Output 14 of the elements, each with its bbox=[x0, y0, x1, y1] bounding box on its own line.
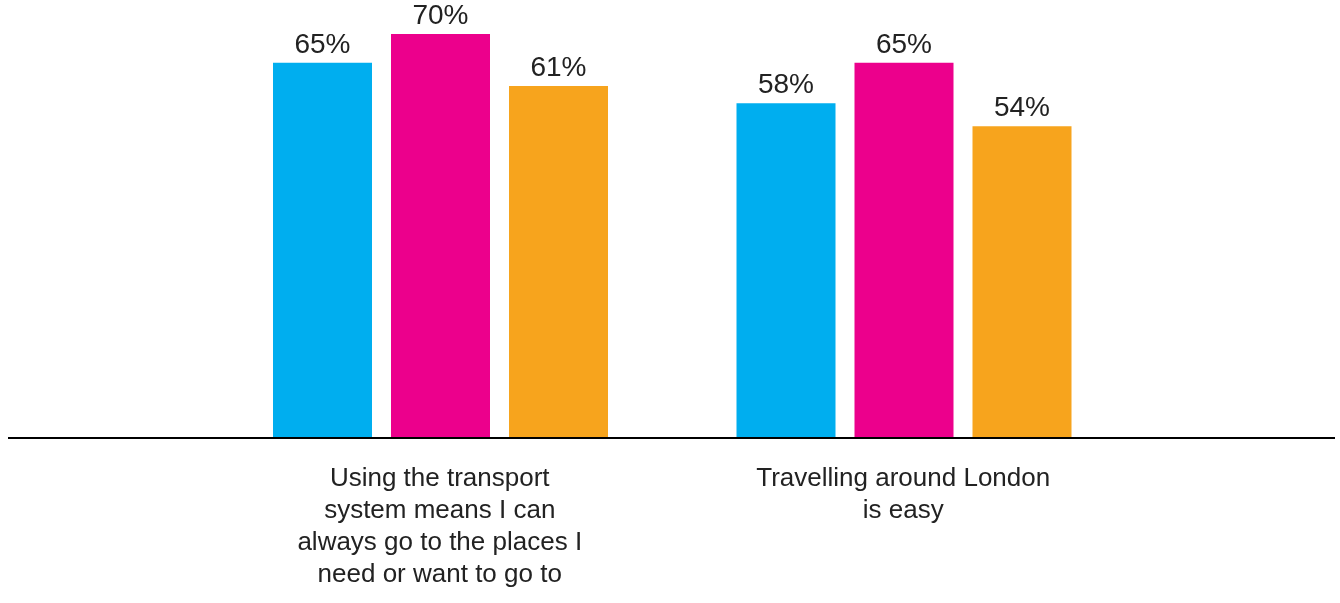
x-tick-label: Using the transport system means I can always go to the places I need or want to go to bbox=[297, 462, 583, 588]
bar bbox=[273, 62, 372, 438]
bar bbox=[736, 103, 836, 438]
data-label: 61% bbox=[530, 50, 587, 82]
data-label: 70% bbox=[412, 0, 469, 30]
bar bbox=[854, 62, 954, 438]
x-tick-label: Travelling around London is easy bbox=[756, 462, 1051, 524]
data-label: 65% bbox=[294, 27, 351, 59]
data-label: 65% bbox=[875, 27, 933, 59]
bar bbox=[391, 34, 490, 438]
bar bbox=[972, 126, 1072, 438]
bar bbox=[509, 85, 608, 438]
data-label: 54% bbox=[993, 91, 1051, 123]
data-label: 58% bbox=[757, 68, 815, 100]
